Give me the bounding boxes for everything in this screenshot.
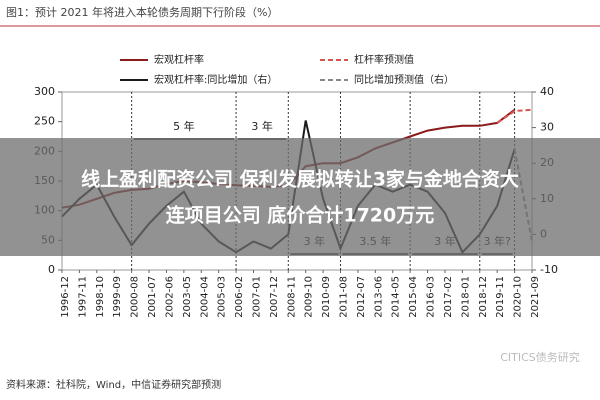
x-tick-label: 1998-10 — [95, 276, 106, 318]
x-tick-label: 2014-05 — [391, 276, 402, 318]
annotation: 5 年 — [173, 119, 195, 133]
y-tick-label: 250 — [34, 115, 55, 128]
x-tick-label: 2002-06 — [164, 276, 175, 318]
y2-tick-label: 30 — [540, 121, 554, 134]
watermark: CITICS债务研究 — [500, 350, 580, 364]
x-tick-label: 2001-07 — [147, 276, 158, 318]
annotation: 3 年 — [251, 119, 273, 133]
x-tick-label: 2019-11 — [495, 276, 506, 318]
x-tick-label: 2015-04 — [408, 276, 419, 318]
y2-tick-label: -10 — [540, 263, 558, 276]
x-tick-label: 2005-03 — [217, 276, 228, 318]
y2-tick-label: 40 — [540, 85, 554, 98]
x-tick-label: 2013-06 — [373, 276, 384, 318]
y-tick-label: 300 — [34, 85, 55, 98]
x-tick-label: 1999-09 — [112, 276, 123, 318]
x-tick-label: 2020-10 — [513, 276, 524, 318]
x-tick-label: 2000-08 — [130, 276, 141, 318]
source: 资料来源：社科院，Wind，中信证券研究部预测 — [6, 378, 221, 391]
x-tick-label: 2009-10 — [304, 276, 315, 318]
chart-title: 图1：预计 2021 年将进入本轮债务周期下行阶段（%） — [6, 5, 278, 19]
x-tick-label: 2010-09 — [321, 276, 332, 318]
x-tick-label: 2016-03 — [426, 276, 437, 318]
x-tick-label: 2017-02 — [443, 276, 454, 318]
x-tick-label: 2006-02 — [234, 276, 245, 318]
x-tick-label: 2004-04 — [199, 276, 210, 318]
x-tick-label: 2003-05 — [182, 276, 193, 318]
legend-label: 宏观杠杆率:同比增加（右） — [154, 73, 277, 86]
x-tick-label: 2011-08 — [339, 276, 350, 318]
legend-label: 同比增加预测值（右） — [354, 73, 454, 86]
x-tick-label: 2018-01 — [460, 276, 471, 318]
banner — [0, 138, 600, 256]
y-tick-label: 0 — [48, 263, 55, 276]
series-line — [496, 108, 533, 124]
banner-text: 线上盈利配资公司 保利发展拟转让3家与金地合资大 — [81, 168, 519, 191]
legend-label: 杠杆率预测值 — [354, 53, 414, 66]
x-tick-label: 2008-11 — [286, 276, 297, 318]
x-tick-label: 1996-12 — [60, 276, 71, 318]
x-tick-label: 2021-09 — [530, 276, 541, 318]
x-tick-label: 1997-11 — [77, 276, 88, 318]
banner-text: 连项目公司 底价合计1720万元 — [166, 204, 435, 227]
x-tick-label: 2007-12 — [269, 276, 280, 318]
x-tick-label: 2007-01 — [251, 276, 262, 318]
x-tick-label: 2012-07 — [356, 276, 367, 318]
legend-label: 宏观杠杆率 — [154, 53, 204, 66]
x-tick-label: 2018-12 — [478, 276, 489, 318]
